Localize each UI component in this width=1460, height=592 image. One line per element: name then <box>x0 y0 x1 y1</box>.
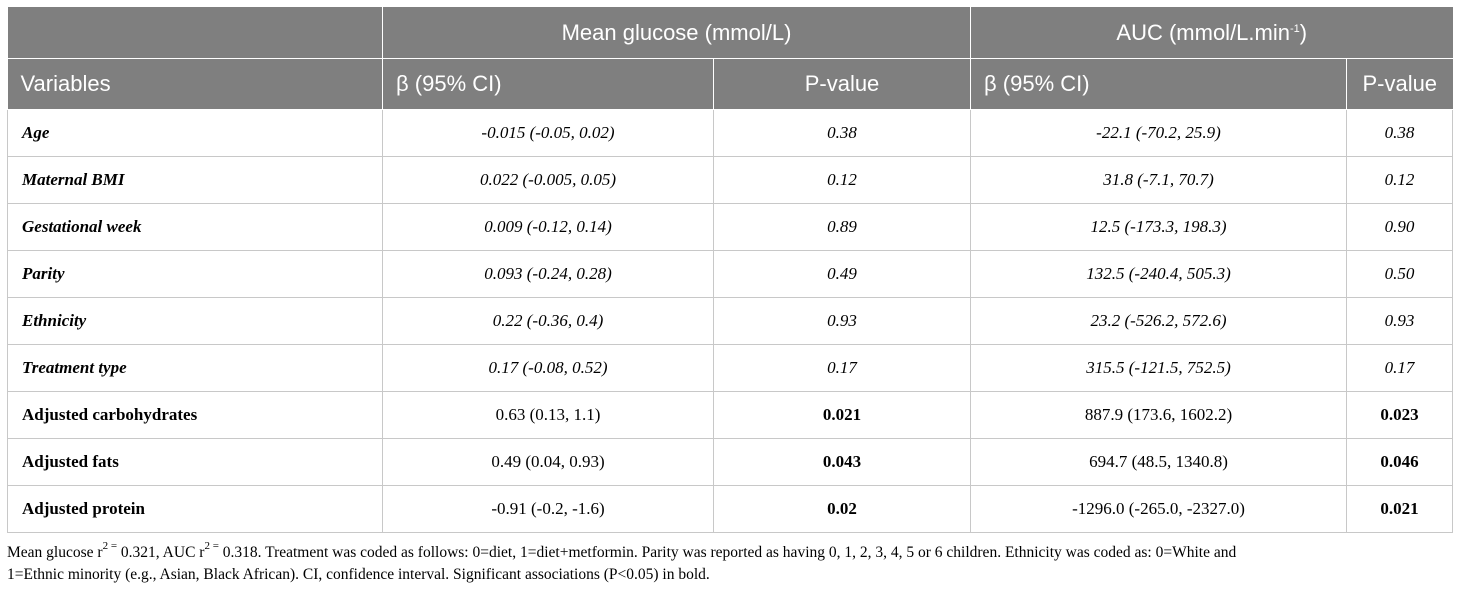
mg-p-cell: 0.93 <box>713 297 971 345</box>
auc-p-cell: 0.12 <box>1346 156 1453 204</box>
table-row: Maternal BMI 0.022 (-0.005, 0.05) 0.12 3… <box>7 156 1453 204</box>
table-footnote: Mean glucose r2 = 0.321, AUC r2 = 0.318.… <box>7 540 1452 586</box>
variable-cell: Age <box>7 109 383 157</box>
auc-beta-cell: 23.2 (-526.2, 572.6) <box>970 297 1347 345</box>
mg-beta-cell: 0.009 (-0.12, 0.14) <box>382 203 714 251</box>
mg-beta-cell: 0.17 (-0.08, 0.52) <box>382 344 714 392</box>
mg-beta-cell: 0.22 (-0.36, 0.4) <box>382 297 714 345</box>
table-row: Adjusted fats 0.49 (0.04, 0.93) 0.043 69… <box>7 438 1453 486</box>
variable-cell: Ethnicity <box>7 297 383 345</box>
auc-beta-cell: -1296.0 (-265.0, -2327.0) <box>970 485 1347 533</box>
mg-p-cell: 0.17 <box>713 344 971 392</box>
mg-p-cell: 0.38 <box>713 109 971 157</box>
header-mg-beta: β (95% CI) <box>382 58 714 110</box>
mg-p-cell: 0.12 <box>713 156 971 204</box>
auc-p-cell: 0.38 <box>1346 109 1453 157</box>
variable-cell: Treatment type <box>7 344 383 392</box>
auc-header: AUC (mmol/L.min-1) <box>970 7 1453 59</box>
variable-cell: Adjusted carbohydrates <box>7 391 383 439</box>
mg-beta-cell: 0.49 (0.04, 0.93) <box>382 438 714 486</box>
auc-p-cell: 0.046 <box>1346 438 1453 486</box>
column-header-row: Variables β (95% CI) P-value β (95% CI) … <box>7 58 1453 110</box>
mg-p-cell: 0.02 <box>713 485 971 533</box>
variable-cell: Parity <box>7 250 383 298</box>
variable-cell: Gestational week <box>7 203 383 251</box>
auc-beta-cell: 12.5 (-173.3, 198.3) <box>970 203 1347 251</box>
auc-beta-cell: 31.8 (-7.1, 70.7) <box>970 156 1347 204</box>
auc-p-cell: 0.90 <box>1346 203 1453 251</box>
header-variables: Variables <box>7 58 383 110</box>
empty-header-cell <box>7 7 383 59</box>
regression-table: Mean glucose (mmol/L) AUC (mmol/L.min-1)… <box>7 7 1453 533</box>
auc-beta-cell: 132.5 (-240.4, 505.3) <box>970 250 1347 298</box>
results-table-container: Mean glucose (mmol/L) AUC (mmol/L.min-1)… <box>7 7 1453 533</box>
mg-beta-cell: 0.093 (-0.24, 0.28) <box>382 250 714 298</box>
table-row: Gestational week 0.009 (-0.12, 0.14) 0.8… <box>7 203 1453 251</box>
footnote-line-2: 1=Ethnic minority (e.g., Asian, Black Af… <box>7 566 710 583</box>
group-header-row: Mean glucose (mmol/L) AUC (mmol/L.min-1) <box>7 7 1453 59</box>
mg-p-cell: 0.89 <box>713 203 971 251</box>
table-row: Age -0.015 (-0.05, 0.02) 0.38 -22.1 (-70… <box>7 109 1453 157</box>
auc-p-cell: 0.021 <box>1346 485 1453 533</box>
mg-beta-cell: -0.015 (-0.05, 0.02) <box>382 109 714 157</box>
table-row: Adjusted protein -0.91 (-0.2, -1.6) 0.02… <box>7 485 1453 533</box>
variable-cell: Adjusted fats <box>7 438 383 486</box>
variable-cell: Adjusted protein <box>7 485 383 533</box>
auc-p-cell: 0.93 <box>1346 297 1453 345</box>
auc-beta-cell: -22.1 (-70.2, 25.9) <box>970 109 1347 157</box>
auc-beta-cell: 315.5 (-121.5, 752.5) <box>970 344 1347 392</box>
mean-glucose-header: Mean glucose (mmol/L) <box>382 7 971 59</box>
header-auc-pvalue: P-value <box>1346 58 1453 110</box>
header-mg-pvalue: P-value <box>713 58 971 110</box>
auc-p-cell: 0.17 <box>1346 344 1453 392</box>
table-row: Parity 0.093 (-0.24, 0.28) 0.49 132.5 (-… <box>7 250 1453 298</box>
mg-beta-cell: 0.63 (0.13, 1.1) <box>382 391 714 439</box>
mg-p-cell: 0.021 <box>713 391 971 439</box>
mg-p-cell: 0.043 <box>713 438 971 486</box>
auc-p-cell: 0.023 <box>1346 391 1453 439</box>
table-row: Ethnicity 0.22 (-0.36, 0.4) 0.93 23.2 (-… <box>7 297 1453 345</box>
header-auc-beta: β (95% CI) <box>970 58 1347 110</box>
mg-p-cell: 0.49 <box>713 250 971 298</box>
auc-p-cell: 0.50 <box>1346 250 1453 298</box>
variable-cell: Maternal BMI <box>7 156 383 204</box>
mg-beta-cell: 0.022 (-0.005, 0.05) <box>382 156 714 204</box>
table-row: Adjusted carbohydrates 0.63 (0.13, 1.1) … <box>7 391 1453 439</box>
auc-beta-cell: 694.7 (48.5, 1340.8) <box>970 438 1347 486</box>
mg-beta-cell: -0.91 (-0.2, -1.6) <box>382 485 714 533</box>
auc-beta-cell: 887.9 (173.6, 1602.2) <box>970 391 1347 439</box>
table-row: Treatment type 0.17 (-0.08, 0.52) 0.17 3… <box>7 344 1453 392</box>
footnote-line-1: Mean glucose r2 = 0.321, AUC r2 = 0.318.… <box>7 540 1237 562</box>
